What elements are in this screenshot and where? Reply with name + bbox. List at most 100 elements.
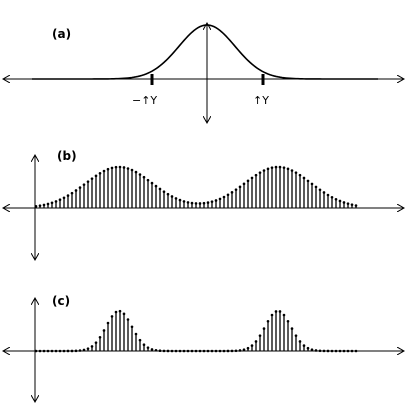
panel-c-stem-dot (246, 346, 250, 350)
panel-c-stem-dot (142, 343, 146, 347)
panel-b-stem-dot (238, 185, 242, 189)
panel-c-stem-dot (346, 349, 350, 353)
panel-c-stem-dot (138, 338, 142, 342)
panel-b-stem-dot (46, 202, 50, 206)
panel-b-stem-dot (350, 203, 354, 206)
panel-c-stem-dot (298, 340, 302, 343)
panel-b-stem-dot (342, 201, 346, 204)
panel-c-stem-dot (74, 349, 78, 353)
panel-b-stem-dot (234, 188, 238, 191)
panel-b-stem-dot (230, 191, 234, 194)
panel-c-stem-dot (238, 349, 242, 352)
panel-c-stem-dot (158, 349, 162, 353)
panel-c-stem-dot (278, 310, 282, 313)
panel-c-stems (34, 309, 358, 353)
panel-b-stem-dot (58, 198, 62, 202)
panel-b-label: (b) (57, 149, 77, 163)
panel-c-stem-dot (306, 346, 310, 350)
panel-b-stem-dot (166, 192, 170, 196)
panel-c-stem-dot (330, 349, 334, 353)
panel-c-stem-dot (58, 349, 62, 353)
panel-b-stem-dot (42, 203, 46, 207)
panel-b-stem-dot (162, 190, 166, 194)
panel-b-stem-dot (170, 195, 174, 198)
panel-b-stem-dot (86, 180, 90, 183)
panel-c-stem-dot (38, 349, 42, 353)
panel-b-stem-dot (294, 171, 298, 174)
panel-b-stem-dot (274, 165, 278, 169)
panel-b-stem-dot (122, 166, 126, 169)
panel-b-stem-dot (318, 188, 322, 192)
panel-b-stem-dot (62, 196, 66, 200)
panel-b-stem-dot (130, 168, 134, 172)
panel-c-stem-dot (230, 349, 234, 353)
panel-b-stem-dot (34, 204, 38, 208)
panel-c-stem-dot (270, 313, 274, 317)
panel-c-stem-dot (94, 341, 98, 344)
panel-b-stem-dot (38, 204, 42, 207)
panel-b-stem-dot (74, 189, 78, 192)
panel-b-stem-dot (334, 197, 338, 201)
panel-c-stem-dot (190, 349, 194, 353)
panel-c-stem-dot (50, 349, 54, 353)
panel-b-stem-dot (186, 201, 190, 204)
panel-c-stem-dot (310, 348, 314, 351)
panel-c-stem-dot (170, 349, 174, 353)
panel-c-stem-dot (106, 321, 110, 325)
panel-c-stem-dot (342, 349, 346, 353)
panel-b-stem-dot (270, 166, 274, 169)
panel-c-stem-dot (262, 327, 266, 330)
panel-b-stem-dot (126, 167, 130, 170)
panel-b-stem-dot (114, 165, 118, 169)
panel-b-stem-dot (146, 178, 150, 182)
panel-b-stem-dot (278, 165, 282, 169)
panel-c-stem-dot (334, 349, 338, 353)
panel-c-stem-dot (194, 349, 198, 353)
panel-b-stem-dot (250, 176, 254, 180)
panel-b-stem-dot (182, 200, 186, 203)
panel-c-stem-dot (134, 332, 138, 336)
panel-b-stem-dot (210, 200, 214, 203)
panel-c-stem-dot (186, 349, 190, 353)
panel-c-stem-dot (162, 349, 166, 353)
panel-c-stem-dot (274, 310, 278, 313)
panel-c-stem-dot (122, 312, 126, 316)
panel-c-stem-dot (202, 349, 206, 353)
panel-b-stem-dot (118, 165, 122, 169)
panel-b-stem-dot (338, 199, 342, 203)
panel-c-stem-dot (42, 349, 46, 353)
panel-c-stem-dot (338, 349, 342, 353)
panel-c-stem-dot (282, 313, 286, 317)
panel-b-stem-dot (202, 201, 206, 205)
panel-b-stem-dot (346, 202, 350, 205)
tick-left-label: −↑Y (132, 94, 157, 107)
panel-b-stem-dot (94, 174, 98, 178)
panel-c-stem-dot (266, 319, 270, 323)
panel-b-stem-dot (190, 201, 194, 205)
panel-c-stem-dot (250, 344, 254, 347)
panel-c-stem-dot (82, 348, 86, 352)
panel-b-stem-dot (106, 167, 110, 171)
panel-c-stem-dot (242, 348, 246, 351)
panel-c-stem-dot (234, 349, 238, 353)
panel-b-stem-dot (354, 204, 358, 207)
panel-b-stem-dot (98, 171, 102, 175)
panel-c-stem-dot (206, 349, 210, 353)
panel-c-stem-dot (154, 349, 158, 352)
panel-c-stem-dot (70, 349, 74, 353)
panel-c-stem-dot (314, 349, 318, 352)
panel-b-stem-dot (266, 167, 270, 171)
panel-c-stem-dot (174, 349, 178, 353)
panel-c-stem-dot (290, 327, 294, 330)
panel-b-stem-dot (178, 198, 182, 202)
panel-c-stem-dot (46, 349, 50, 353)
panel-b-stem-dot (54, 200, 58, 203)
panel-c-stem-dot (118, 309, 122, 313)
panel-c-stem-dot (286, 319, 290, 323)
panel-c-stem-dot (354, 349, 358, 353)
panel-c-stem-dot (98, 335, 102, 339)
panel-c-stem-dot (34, 349, 38, 353)
panel-c-stem-dot (222, 349, 226, 353)
panel-b-stem-dot (306, 179, 310, 183)
